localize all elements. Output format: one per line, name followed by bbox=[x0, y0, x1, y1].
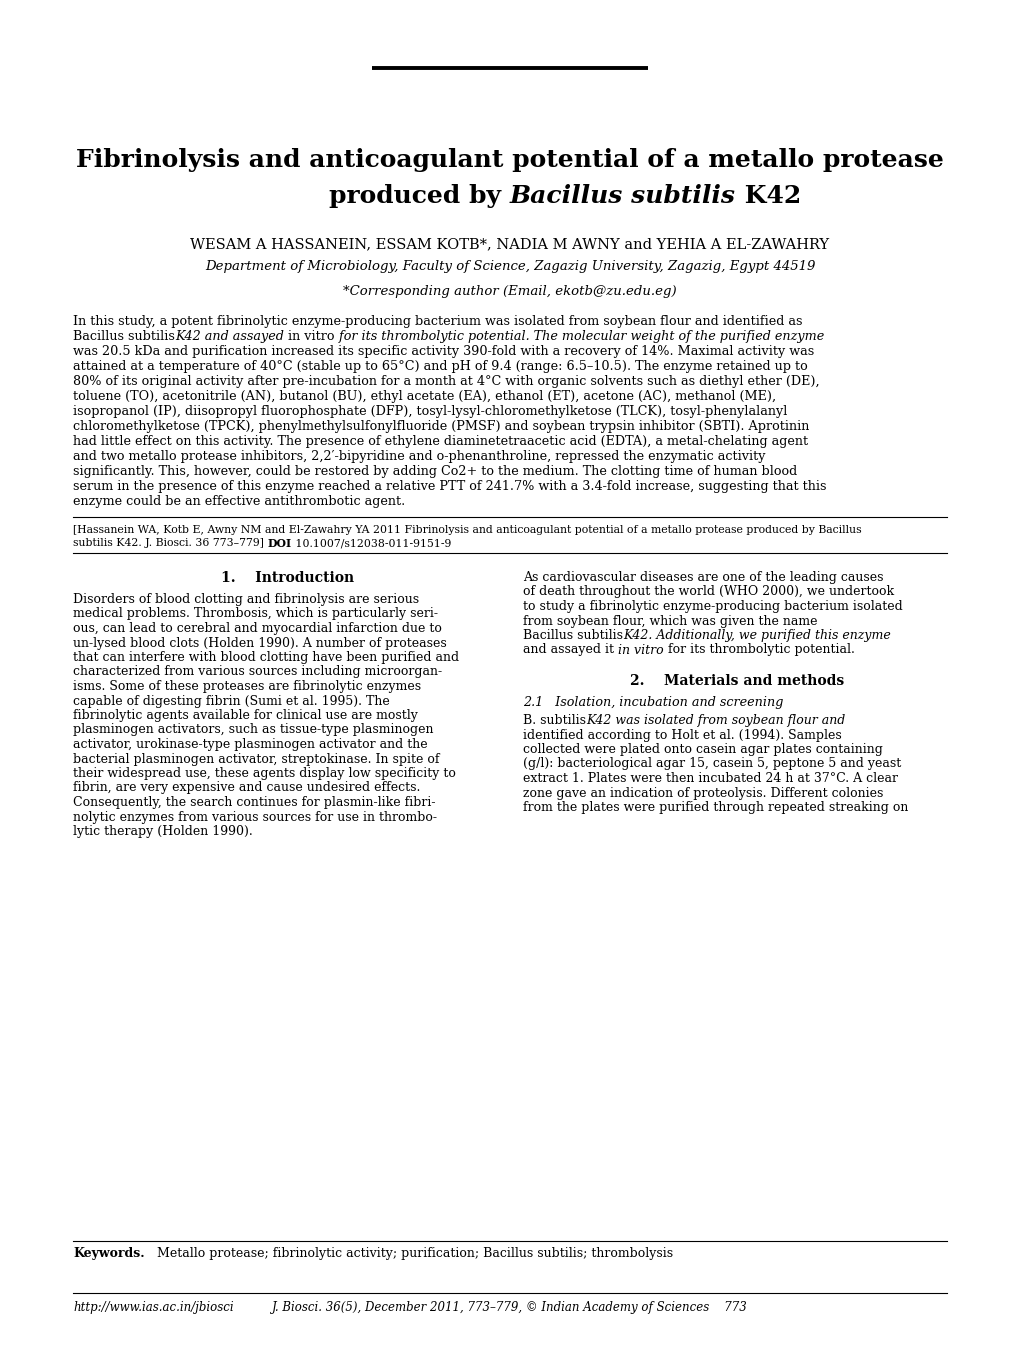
Text: extract 1. Plates were then incubated 24 h at 37°C. A clear: extract 1. Plates were then incubated 24… bbox=[523, 772, 898, 786]
Text: plasminogen activators, such as tissue-type plasminogen: plasminogen activators, such as tissue-t… bbox=[73, 723, 433, 737]
Text: 2.    Materials and methods: 2. Materials and methods bbox=[630, 674, 844, 688]
Text: enzyme could be an effective antithrombotic agent.: enzyme could be an effective antithrombo… bbox=[73, 495, 406, 508]
Text: that can interfere with blood clotting have been purified and: that can interfere with blood clotting h… bbox=[73, 651, 460, 665]
Text: DOI: DOI bbox=[268, 538, 291, 549]
Text: B. subtilis: B. subtilis bbox=[523, 713, 586, 727]
Text: 80% of its original activity after pre-incubation for a month at 4°C with organi: 80% of its original activity after pre-i… bbox=[73, 375, 819, 389]
Text: K42. Additionally, we purified this enzyme: K42. Additionally, we purified this enzy… bbox=[623, 629, 891, 641]
Text: in vitro: in vitro bbox=[288, 330, 334, 342]
Text: to study a fibrinolytic enzyme-producing bacterium isolated: to study a fibrinolytic enzyme-producing… bbox=[523, 601, 902, 613]
Text: zone gave an indication of proteolysis. Different colonies: zone gave an indication of proteolysis. … bbox=[523, 787, 882, 799]
Text: activator, urokinase-type plasminogen activator and the: activator, urokinase-type plasminogen ac… bbox=[73, 738, 428, 752]
Text: for its thrombolytic potential.: for its thrombolytic potential. bbox=[663, 644, 854, 656]
Text: isopropanol (IP), diisopropyl fluorophosphate (DFP), tosyl-lysyl-chloromethylket: isopropanol (IP), diisopropyl fluorophos… bbox=[73, 405, 787, 419]
Text: collected were plated onto casein agar plates containing: collected were plated onto casein agar p… bbox=[523, 743, 882, 756]
Text: their widespread use, these agents display low specificity to: their widespread use, these agents displ… bbox=[73, 766, 455, 780]
Text: had little effect on this activity. The presence of ethylene diaminetetraacetic : had little effect on this activity. The … bbox=[73, 435, 808, 448]
Text: chloromethylketose (TPCK), phenylmethylsulfonylfluoride (PMSF) and soybean tryps: chloromethylketose (TPCK), phenylmethyls… bbox=[73, 420, 809, 434]
Text: serum in the presence of this enzyme reached a relative PTT of 241.7% with a 3.4: serum in the presence of this enzyme rea… bbox=[73, 480, 826, 493]
Text: Consequently, the search continues for plasmin-like fibri-: Consequently, the search continues for p… bbox=[73, 796, 435, 809]
Text: 2.1   Isolation, incubation and screening: 2.1 Isolation, incubation and screening bbox=[523, 696, 783, 709]
Text: in vitro: in vitro bbox=[618, 644, 663, 656]
Text: of death throughout the world (WHO 2000), we undertook: of death throughout the world (WHO 2000)… bbox=[523, 586, 894, 598]
Text: toluene (TO), acetonitrile (AN), butanol (BU), ethyl acetate (EA), ethanol (ET),: toluene (TO), acetonitrile (AN), butanol… bbox=[73, 390, 775, 404]
Text: bacterial plasminogen activator, streptokinase. In spite of: bacterial plasminogen activator, strepto… bbox=[73, 753, 439, 765]
Text: Fibrinolysis and anticoagulant potential of a metallo protease: Fibrinolysis and anticoagulant potential… bbox=[76, 148, 943, 173]
Text: fibrin, are very expensive and cause undesired effects.: fibrin, are very expensive and cause und… bbox=[73, 781, 421, 795]
Text: Keywords.: Keywords. bbox=[73, 1248, 145, 1260]
Text: and assayed it: and assayed it bbox=[523, 644, 618, 656]
Text: medical problems. Thrombosis, which is particularly seri-: medical problems. Thrombosis, which is p… bbox=[73, 607, 438, 621]
Text: Department of Microbiology, Faculty of Science, Zagazig University, Zagazig, Egy: Department of Microbiology, Faculty of S… bbox=[205, 260, 814, 273]
Text: Bacillus subtilis: Bacillus subtilis bbox=[523, 629, 623, 641]
Text: un-lysed blood clots (Holden 1990). A number of proteases: un-lysed blood clots (Holden 1990). A nu… bbox=[73, 636, 446, 650]
Text: J. Biosci. 36(5), December 2011, 773–779, © Indian Academy of Sciences    773: J. Biosci. 36(5), December 2011, 773–779… bbox=[272, 1301, 747, 1314]
Text: K42 was isolated from soybean flour and: K42 was isolated from soybean flour and bbox=[586, 713, 845, 727]
Text: from soybean flour, which was given the name: from soybean flour, which was given the … bbox=[523, 614, 817, 628]
Text: As cardiovascular diseases are one of the leading causes: As cardiovascular diseases are one of th… bbox=[523, 571, 882, 584]
Text: K42 and assayed: K42 and assayed bbox=[175, 330, 288, 342]
Text: attained at a temperature of 40°C (stable up to 65°C) and pH of 9.4 (range: 6.5–: attained at a temperature of 40°C (stabl… bbox=[73, 360, 807, 372]
Text: produced by: produced by bbox=[329, 183, 510, 208]
Text: nolytic enzymes from various sources for use in thrombo-: nolytic enzymes from various sources for… bbox=[73, 810, 437, 824]
Text: Bacillus subtilis: Bacillus subtilis bbox=[510, 183, 736, 208]
Text: lytic therapy (Holden 1990).: lytic therapy (Holden 1990). bbox=[73, 825, 253, 839]
Text: Bacillus subtilis: Bacillus subtilis bbox=[73, 330, 175, 342]
Text: from the plates were purified through repeated streaking on: from the plates were purified through re… bbox=[523, 800, 908, 814]
Text: identified according to Holt et al. (1994). Samples: identified according to Holt et al. (199… bbox=[523, 728, 842, 742]
Text: fibrinolytic agents available for clinical use are mostly: fibrinolytic agents available for clinic… bbox=[73, 709, 418, 722]
Text: and two metallo protease inhibitors, 2,2′-bipyridine and o-phenanthroline, repre: and two metallo protease inhibitors, 2,2… bbox=[73, 450, 765, 463]
Text: ous, can lead to cerebral and myocardial infarction due to: ous, can lead to cerebral and myocardial… bbox=[73, 622, 442, 635]
Text: *Corresponding author (Email, ekotb@zu.edu.eg): *Corresponding author (Email, ekotb@zu.e… bbox=[342, 285, 677, 298]
Text: [Hassanein WA, Kotb E, Awny NM and El-Zawahry YA 2011 Fibrinolysis and anticoagu: [Hassanein WA, Kotb E, Awny NM and El-Za… bbox=[73, 525, 861, 535]
Text: http://www.ias.ac.in/jbiosci: http://www.ias.ac.in/jbiosci bbox=[73, 1301, 233, 1314]
Text: isms. Some of these proteases are fibrinolytic enzymes: isms. Some of these proteases are fibrin… bbox=[73, 680, 421, 693]
Text: WESAM A HASSANEIN, ESSAM KOTB*, NADIA M AWNY and YEHIA A EL-ZAWAHRY: WESAM A HASSANEIN, ESSAM KOTB*, NADIA M … bbox=[191, 236, 828, 251]
Text: for its thrombolytic potential. The molecular weight of the purified enzyme: for its thrombolytic potential. The mole… bbox=[334, 330, 823, 342]
Text: characterized from various sources including microorgan-: characterized from various sources inclu… bbox=[73, 666, 442, 678]
Text: In this study, a potent fibrinolytic enzyme-producing bacterium was isolated fro: In this study, a potent fibrinolytic enz… bbox=[73, 315, 802, 328]
Text: subtilis K42. J. Biosci. 36 773–779]: subtilis K42. J. Biosci. 36 773–779] bbox=[73, 538, 268, 548]
Text: (g/l): bacteriological agar 15, casein 5, peptone 5 and yeast: (g/l): bacteriological agar 15, casein 5… bbox=[523, 757, 901, 771]
Text: 10.1007/s12038-011-9151-9: 10.1007/s12038-011-9151-9 bbox=[291, 538, 450, 548]
Text: capable of digesting fibrin (Sumi et al. 1995). The: capable of digesting fibrin (Sumi et al.… bbox=[73, 694, 390, 708]
Text: K42: K42 bbox=[736, 183, 801, 208]
Text: Disorders of blood clotting and fibrinolysis are serious: Disorders of blood clotting and fibrinol… bbox=[73, 593, 419, 606]
Text: was 20.5 kDa and purification increased its specific activity 390-fold with a re: was 20.5 kDa and purification increased … bbox=[73, 345, 814, 357]
Text: significantly. This, however, could be restored by adding Co2+ to the medium. Th: significantly. This, however, could be r… bbox=[73, 465, 797, 478]
Text: Metallo protease; fibrinolytic activity; purification; Bacillus subtilis; thromb: Metallo protease; fibrinolytic activity;… bbox=[145, 1248, 673, 1260]
Text: 1.    Introduction: 1. Introduction bbox=[221, 571, 354, 584]
